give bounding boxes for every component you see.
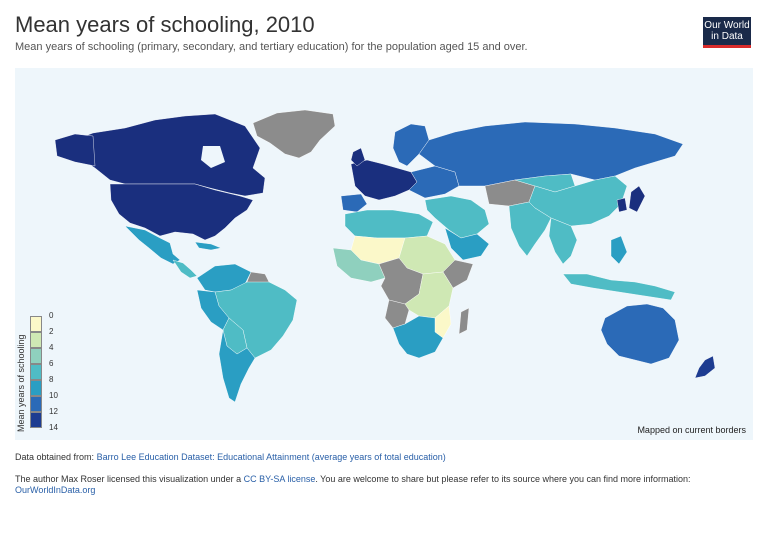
canada[interactable] bbox=[66, 113, 266, 197]
legend-label-2: 4 bbox=[49, 343, 54, 352]
license-suffix: . You are welcome to share but please re… bbox=[315, 474, 691, 484]
world-map[interactable] bbox=[15, 68, 753, 440]
philippines[interactable] bbox=[610, 235, 628, 265]
hudson-bay bbox=[201, 146, 225, 168]
legend-swatch-3[interactable] bbox=[30, 364, 42, 380]
southern-africa[interactable] bbox=[392, 315, 444, 359]
india[interactable] bbox=[508, 201, 552, 257]
mapped-note: Mapped on current borders bbox=[637, 425, 746, 435]
legend-label-4: 8 bbox=[49, 375, 54, 384]
alaska[interactable] bbox=[54, 133, 96, 167]
legend-swatch-1[interactable] bbox=[30, 332, 42, 348]
mexico[interactable] bbox=[124, 225, 181, 265]
scandinavia[interactable] bbox=[392, 123, 430, 167]
russia[interactable] bbox=[418, 121, 684, 187]
southeast-asia[interactable] bbox=[548, 217, 578, 265]
legend-label-0: 0 bbox=[49, 311, 54, 320]
united-kingdom[interactable] bbox=[350, 147, 366, 167]
north-africa[interactable] bbox=[344, 209, 434, 239]
logo-line1: Our World bbox=[704, 20, 750, 31]
legend-label-3: 6 bbox=[49, 359, 54, 368]
license-text: The author Max Roser licensed this visua… bbox=[15, 474, 745, 496]
chart-subtitle: Mean years of schooling (primary, second… bbox=[15, 41, 528, 53]
our-world-in-data-logo[interactable]: Our World in Data bbox=[703, 17, 751, 48]
middle-east[interactable] bbox=[424, 195, 490, 239]
legend-swatch-4[interactable] bbox=[30, 380, 42, 396]
legend-title: Mean years of schooling bbox=[16, 334, 26, 432]
license-link[interactable]: CC BY-SA license bbox=[243, 474, 316, 484]
logo-line2: in Data bbox=[711, 31, 743, 42]
data-source-link[interactable]: Barro Lee Education Dataset: Educational… bbox=[96, 452, 446, 462]
data-source-prefix: Data obtained from: bbox=[15, 452, 95, 462]
legend-label-7: 14 bbox=[49, 423, 58, 432]
chart-title: Mean years of schooling, 2010 bbox=[15, 12, 315, 37]
legend-label-6: 12 bbox=[49, 407, 58, 416]
data-source: Data obtained from: Barro Lee Education … bbox=[15, 452, 446, 463]
legend-label-5: 10 bbox=[49, 391, 58, 400]
site-link[interactable]: OurWorldInData.org bbox=[15, 485, 96, 495]
caribbean[interactable] bbox=[194, 241, 222, 251]
argentina[interactable] bbox=[218, 329, 256, 403]
central-america[interactable] bbox=[172, 259, 198, 279]
madagascar[interactable] bbox=[458, 307, 470, 335]
legend-swatch-6[interactable] bbox=[30, 412, 42, 428]
license-prefix: The author Max Roser licensed this visua… bbox=[15, 474, 242, 484]
legend-swatch-0[interactable] bbox=[30, 316, 42, 332]
korea[interactable] bbox=[616, 197, 628, 213]
iberia[interactable] bbox=[340, 193, 368, 213]
legend-swatch-2[interactable] bbox=[30, 348, 42, 364]
legend-swatch-5[interactable] bbox=[30, 396, 42, 412]
new-zealand[interactable] bbox=[694, 355, 716, 379]
united-states[interactable] bbox=[109, 183, 254, 241]
indonesia[interactable] bbox=[562, 273, 676, 301]
japan[interactable] bbox=[628, 185, 646, 213]
australia[interactable] bbox=[600, 303, 680, 365]
legend-label-1: 2 bbox=[49, 327, 54, 336]
world-map-svg bbox=[54, 109, 716, 403]
arabia[interactable] bbox=[444, 227, 490, 261]
greenland[interactable] bbox=[252, 109, 336, 159]
